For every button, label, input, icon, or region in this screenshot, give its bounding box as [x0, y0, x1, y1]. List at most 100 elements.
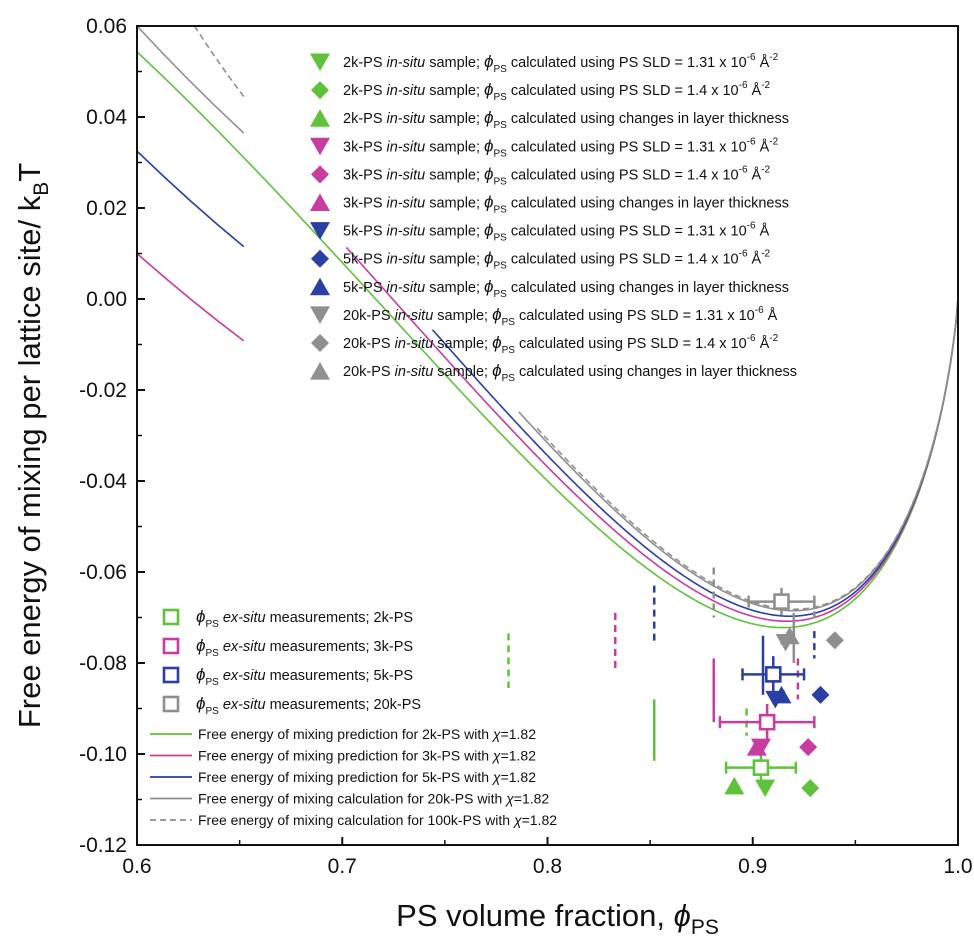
legend-label: 3k-PS in-situ sample; ϕPS calculated usi…	[343, 193, 789, 216]
legend-in-situ: 2k-PS in-situ sample; ϕPS calculated usi…	[310, 52, 797, 384]
ex-situ-point-4	[747, 587, 816, 616]
legend-ex-situ-item-2: ϕPS ex-situ measurements; 3k-PS	[162, 636, 413, 659]
y-tick-label: 0.04	[86, 106, 127, 129]
ex-situ-square	[773, 593, 790, 610]
legend-label: 20k-PS in-situ sample; ϕPS calculated us…	[343, 305, 778, 328]
y-axis-label: Free energy of mixing per lattice site/ …	[12, 163, 53, 728]
x-tick-label: 0.8	[533, 855, 562, 878]
legend-in-situ-item-12: 20k-PS in-situ sample; ϕPS calculated us…	[310, 361, 797, 384]
in-situ-point-5	[799, 738, 818, 757]
y-tick-label: -0.04	[79, 470, 127, 493]
legend-label: ϕPS ex-situ measurements; 2k-PS	[196, 607, 413, 630]
legend-label: ϕPS ex-situ measurements; 3k-PS	[196, 636, 413, 659]
legend-label: 20k-PS in-situ sample; ϕPS calculated us…	[343, 333, 779, 356]
curve-upper-branch-3	[137, 150, 245, 248]
legend-label: Free energy of mixing prediction for 5k-…	[198, 769, 536, 785]
marker-layer	[507, 567, 844, 798]
legend-label: ϕPS ex-situ measurements; 20k-PS	[196, 694, 421, 717]
curve-upper-branch-4	[137, 252, 245, 342]
y-tick-label: -0.06	[79, 561, 127, 584]
legend-label: Free energy of mixing calculation for 20…	[198, 791, 549, 807]
legend-label: 3k-PS in-situ sample; ϕPS calculated usi…	[343, 136, 779, 159]
legend-marker	[311, 165, 329, 184]
in-situ-point-9	[771, 685, 792, 704]
legend-square	[162, 695, 180, 713]
ex-situ-square	[764, 666, 782, 683]
x-tick-label: 0.6	[122, 855, 151, 878]
curve-upper-branch-1	[137, 26, 245, 134]
in-situ-point-1	[755, 779, 776, 798]
ex-situ-point-1	[724, 749, 798, 786]
legend-ex-situ-and-curves: ϕPS ex-situ measurements; 2k-PS ϕPS ex-si…	[150, 607, 557, 828]
legend-curve-item-3: Free energy of mixing prediction for 5k-…	[150, 769, 536, 785]
y-tick-label: -0.08	[79, 652, 127, 675]
y-tick-label: 0.06	[86, 15, 127, 38]
in-situ-point-12	[779, 626, 800, 645]
legend-in-situ-item-5: 3k-PS in-situ sample; ϕPS calculated usi…	[311, 164, 771, 187]
legend-marker	[310, 137, 330, 156]
legend-curve-item-5: Free energy of mixing calculation for 10…	[150, 812, 557, 828]
legend-square	[162, 637, 180, 655]
legend-label: Free energy of mixing calculation for 10…	[198, 812, 557, 828]
in-situ-point-3	[724, 776, 745, 795]
legend-in-situ-item-6: 3k-PS in-situ sample; ϕPS calculated usi…	[310, 193, 789, 216]
x-axis-label: PS volume fraction, ϕPS	[396, 898, 719, 939]
legend-label: 2k-PS in-situ sample; ϕPS calculated usi…	[343, 108, 789, 131]
legend-curve-item-2: Free energy of mixing prediction for 3k-…	[150, 748, 536, 764]
curve-1	[137, 51, 958, 629]
legend-marker	[311, 81, 329, 100]
x-tick-label: 0.7	[328, 855, 357, 878]
legend-curve-item-4: Free energy of mixing calculation for 20…	[150, 791, 549, 807]
legend-square	[162, 666, 180, 684]
legend-label: 20k-PS in-situ sample; ϕPS calculated us…	[343, 361, 797, 384]
in-situ-point-2	[801, 779, 820, 798]
curve-upper-branch-2	[193, 26, 245, 98]
in-situ-point-6	[746, 738, 767, 756]
legend-in-situ-item-10: 20k-PS in-situ sample; ϕPS calculated us…	[310, 305, 778, 328]
legend-marker	[310, 362, 330, 380]
legend-label: Free energy of mixing prediction for 3k-…	[198, 748, 536, 764]
legend-label: Free energy of mixing prediction for 2k-…	[198, 726, 536, 742]
legend-marker	[311, 334, 329, 352]
legend-label: ϕPS ex-situ measurements; 5k-PS	[196, 665, 413, 688]
curve-3	[431, 299, 958, 618]
y-tick-label: 0.00	[86, 288, 127, 311]
x-tick-label: 1.0	[943, 855, 972, 878]
x-tick-label: 0.9	[738, 855, 767, 878]
ex-situ-square	[752, 759, 770, 776]
in-situ-point-11	[825, 631, 844, 650]
legend-marker	[310, 306, 330, 324]
ex-situ-point-2	[718, 703, 816, 741]
y-tick-label: -0.12	[79, 834, 127, 857]
legend-in-situ-item-2: 2k-PS in-situ sample; ϕPS calculated usi…	[311, 80, 771, 103]
legend-label: 3k-PS in-situ sample; ϕPS calculated usi…	[343, 164, 771, 187]
ex-situ-point-3	[741, 656, 806, 693]
legend-square	[162, 608, 180, 626]
legend-ex-situ-item-1: ϕPS ex-situ measurements; 2k-PS	[162, 607, 413, 630]
legend-marker	[310, 193, 330, 211]
legend-label: 5k-PS in-situ sample; ϕPS calculated usi…	[343, 249, 771, 272]
legend-in-situ-item-11: 20k-PS in-situ sample; ϕPS calculated us…	[311, 333, 779, 356]
legend-marker	[311, 249, 329, 268]
legend-label: 2k-PS in-situ sample; ϕPS calculated usi…	[343, 52, 779, 75]
legend-curve-item-1: Free energy of mixing prediction for 2k-…	[150, 726, 536, 742]
legend-in-situ-item-4: 3k-PS in-situ sample; ϕPS calculated usi…	[310, 136, 779, 159]
legend-ex-situ-item-3: ϕPS ex-situ measurements; 5k-PS	[162, 665, 413, 688]
curve-2	[345, 246, 958, 623]
legend-in-situ-item-3: 2k-PS in-situ sample; ϕPS calculated usi…	[310, 108, 789, 131]
legend-marker	[310, 222, 330, 240]
y-tick-label: 0.02	[86, 197, 127, 220]
legend-in-situ-item-1: 2k-PS in-situ sample; ϕPS calculated usi…	[310, 52, 779, 75]
legend-in-situ-item-8: 5k-PS in-situ sample; ϕPS calculated usi…	[311, 249, 771, 272]
y-tick-label: -0.02	[79, 379, 127, 402]
legend-marker	[310, 277, 330, 296]
legend-marker	[310, 109, 330, 127]
legend-label: 5k-PS in-situ sample; ϕPS calculated usi…	[343, 277, 789, 300]
legend-marker	[310, 53, 330, 71]
legend-in-situ-item-9: 5k-PS in-situ sample; ϕPS calculated usi…	[310, 277, 789, 300]
y-tick-label: -0.10	[79, 743, 127, 766]
legend-label: 5k-PS in-situ sample; ϕPS calculated usi…	[343, 221, 770, 244]
ex-situ-square	[758, 713, 776, 731]
axis-ticks: 0.6 0.7 0.8 0.9 1.0 -0.12 -0.10 -0.08 -0.06 -0.04…	[79, 15, 972, 878]
